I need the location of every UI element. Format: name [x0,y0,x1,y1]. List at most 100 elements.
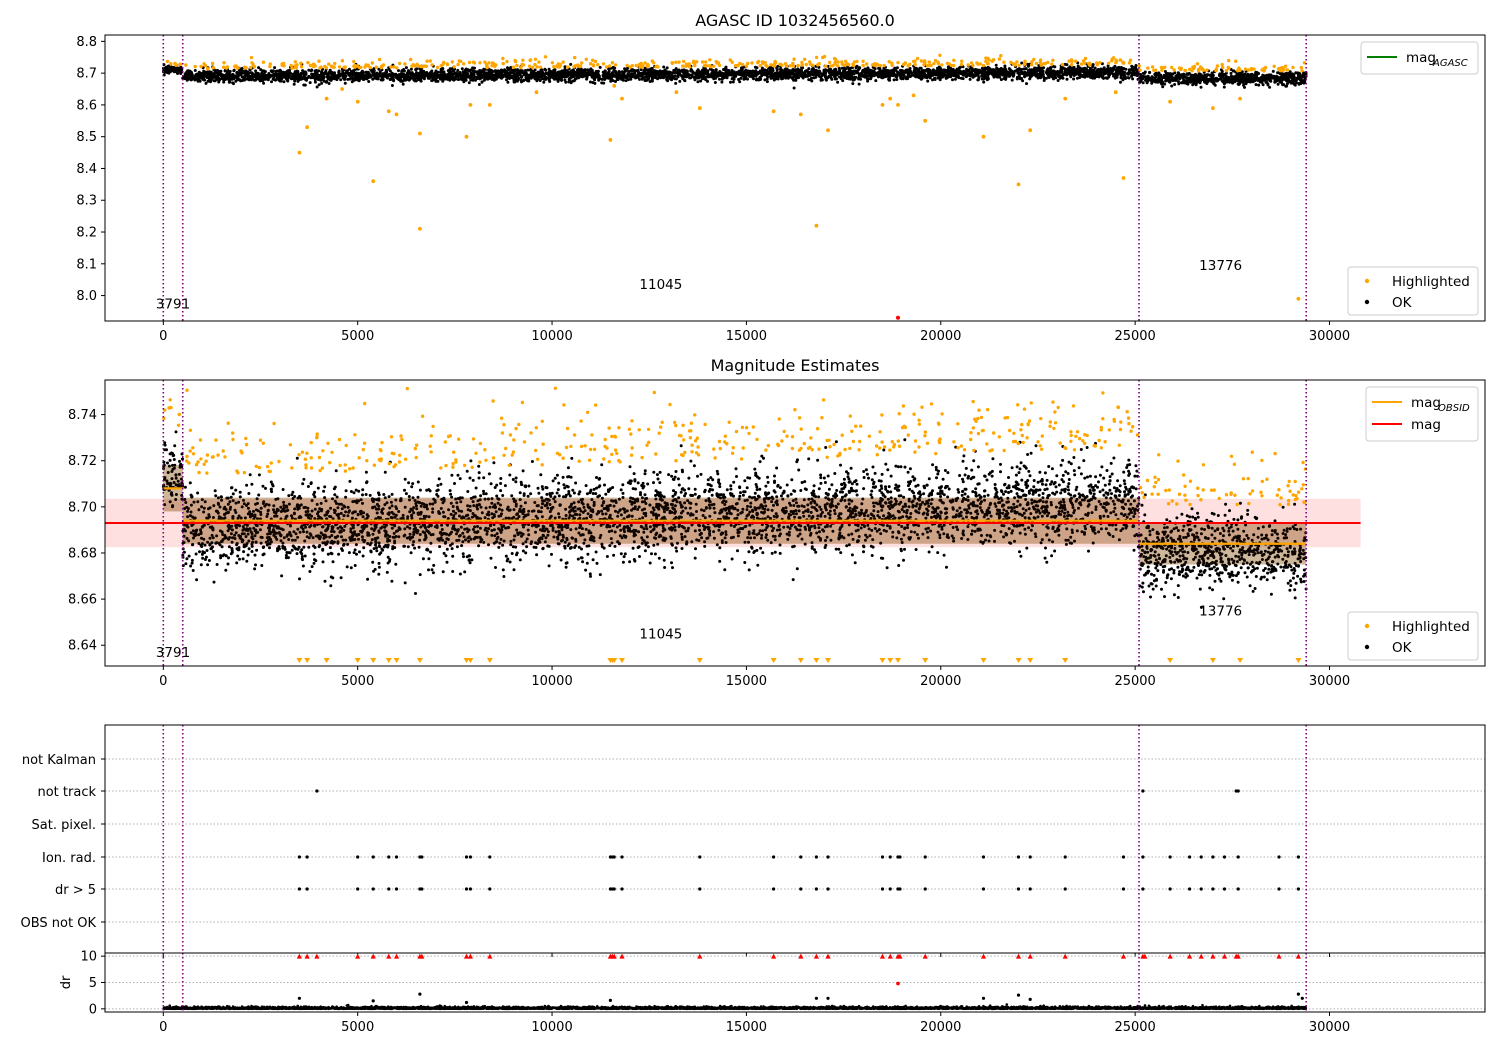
plot1-ok-point [1116,74,1119,77]
plot1-ok-point [1150,78,1153,81]
plot1-ok-point [924,69,927,72]
plot1-ok-point [223,76,226,79]
plot1-ok-point [1205,76,1208,79]
plot1-ok-point [1166,76,1169,79]
plot1-ok-point [382,78,385,81]
plot1-ok-point [548,80,551,83]
plot1-ok-point [1169,72,1172,75]
plot1-ok-point [746,69,749,72]
plot1-ok-point [1293,79,1296,82]
plot1-ok-point [280,80,283,83]
plot1-ok-point [672,69,675,72]
plot1-ok-point [644,76,647,79]
plot1-ok-point [853,70,856,73]
plot1-ok-point [998,76,1001,79]
plot1-ok-point [658,76,661,79]
plot1-ok-point [641,78,644,81]
plot1-ok-point [375,72,378,75]
plot1-ok-point [1122,71,1125,74]
plot1-ok-point [1217,78,1220,81]
plot1-ok-point [272,74,275,77]
plot1-ok-point [468,81,471,84]
plot1-ok-point [736,72,739,75]
plot1-highlighted-point [389,65,392,68]
plot1-ok-point [1128,68,1131,71]
plot1-ok-point [1118,68,1121,71]
plot1-ok-point [418,78,421,81]
plot1-ok-point [355,74,358,77]
plot1-ok-point [520,75,523,78]
plot1-ok-point [793,87,796,90]
plot1-highlighted-point [169,62,172,65]
plot1-ok-point [926,80,929,83]
plot1-ok-point [431,75,434,78]
plot1-ok-point [1239,74,1242,77]
plot1-highlighted-point [539,66,542,69]
plot1-ok-point [232,73,235,76]
plot1-ok-point [179,72,182,75]
plot1-ok-point [267,73,270,76]
plot1-ok-point [999,71,1002,74]
plot1-ok-point [535,79,538,82]
plot1-ok-point [1089,76,1092,79]
plot1-ok-point [921,77,924,80]
plot1-ok-point [375,75,378,78]
plot1-ok-point [699,80,702,83]
plot1-ok-point [1174,79,1177,82]
plot1-ok-point [1057,79,1060,82]
plot1-ok-point [434,71,437,74]
plot1-ok-point [544,72,547,75]
plot1-ok-point [1287,72,1290,75]
plot1-highlighted-point [317,60,320,63]
plot1-ok-point [865,75,868,78]
plot1-ok-point [1088,73,1091,76]
plot1-highlighted-point [824,65,827,68]
plot1-ok-point [746,73,749,76]
plot1-ok-point [471,72,474,75]
plot1-ok-point [787,72,790,75]
plot1-highlighted-point [501,57,504,60]
plot1-ok-point [249,71,252,74]
plot1-ok-point [1173,83,1176,86]
plot1-ok-point [461,67,464,70]
plot1-ok-point [1127,76,1130,79]
plot1-ok-point [210,77,213,80]
plot1-ok-point [1190,80,1193,83]
plot1-ok-point [783,68,786,71]
plot1-ok-point [701,76,704,79]
plot1-ok-point [662,66,665,69]
plot1-ok-point [271,70,274,73]
plot1-ok-point [1164,70,1167,73]
plot1-ok-point [1158,73,1161,76]
plot1-ok-point [176,72,179,75]
plot1-ok-point [874,79,877,82]
plot1-ok-point [1171,73,1174,76]
plot1-ok-point [1177,82,1180,85]
plot1-ok-point [995,64,998,67]
plot1-ok-point [575,77,578,80]
plot1-ok-point [589,72,592,75]
plot1-ok-point [1130,65,1133,68]
plot1-ok-point [597,78,600,81]
plot1-ok-point [1105,76,1108,79]
plot1-ok-point [367,80,370,83]
plot1-ok-point [286,80,289,83]
plot1-ok-point [994,74,997,77]
plot1-ok-point [1282,83,1285,86]
plot1-ok-point [499,70,502,73]
plot1-ok-point [273,78,276,81]
plot1-ok-point [200,72,203,75]
plot1-ok-point [189,78,192,81]
plot1-ok-point [449,78,452,81]
plot1-ok-point [599,66,602,69]
plot1-ok-point [516,73,519,76]
plot1-ok-point [810,77,813,80]
plot1-ok-point [343,75,346,78]
plot1-ok-point [925,74,928,77]
plot1-ok-point [569,63,572,66]
plot1-ok-point [657,73,660,76]
plot1-highlighted-point [456,63,459,66]
plot1-highlighted-point [250,56,253,59]
plot1-ok-point [614,75,617,78]
plot1-ok-point [722,74,725,77]
